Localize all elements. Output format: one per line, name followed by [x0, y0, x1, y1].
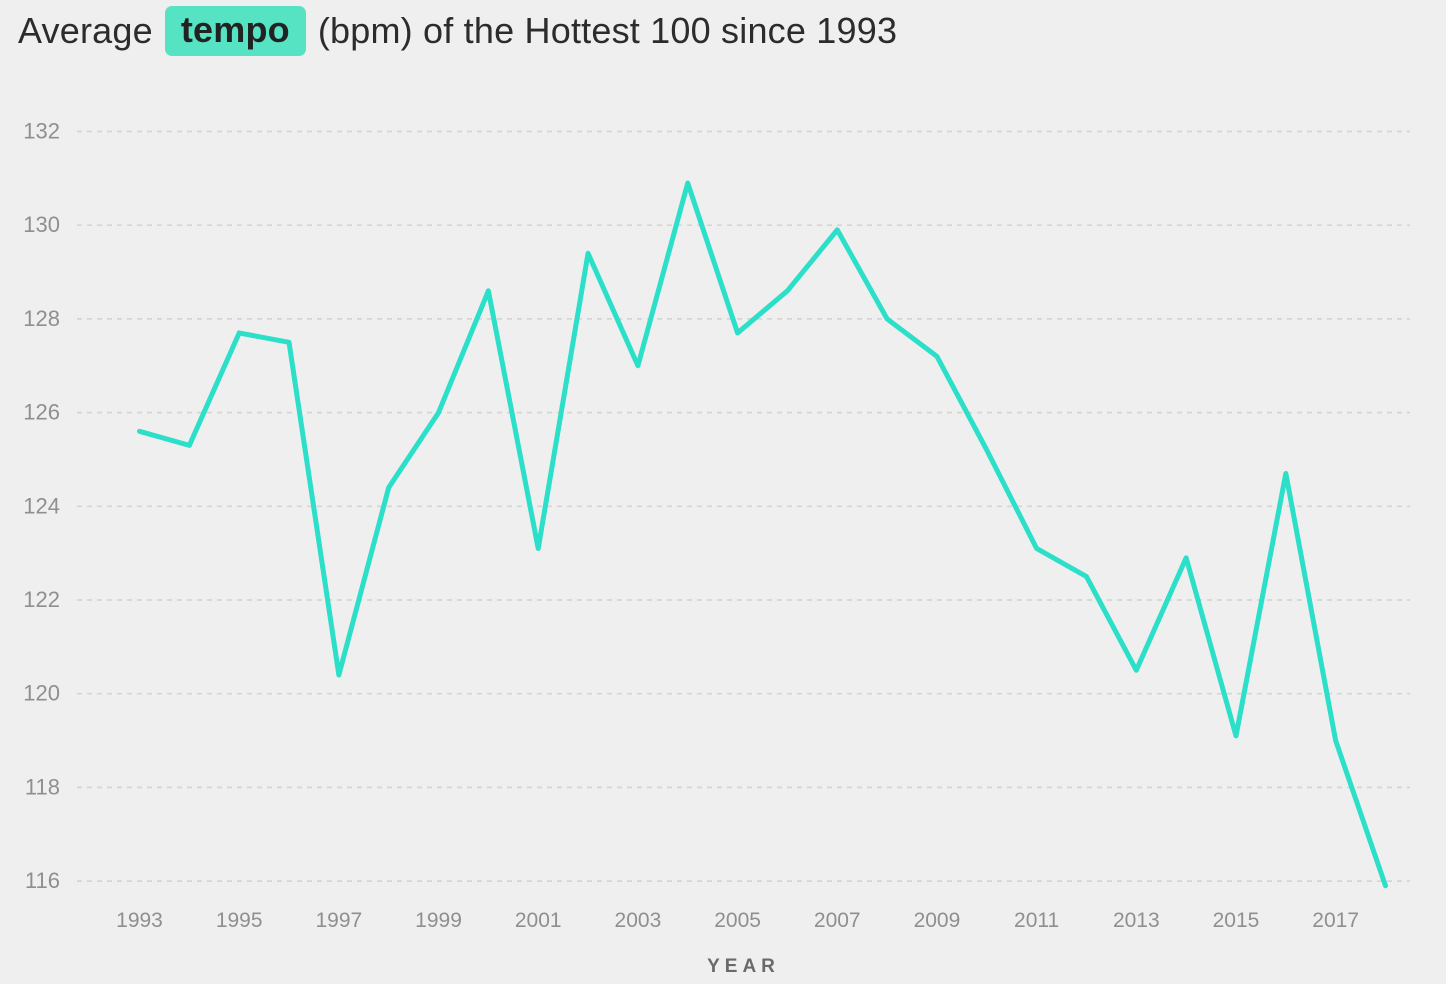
- x-axis-label: YEAR: [707, 956, 780, 977]
- x-tick-label: 2017: [1312, 909, 1359, 932]
- title-highlight: tempo: [164, 6, 306, 56]
- tempo-line: [137, 180, 1388, 889]
- x-tick-label: 2001: [515, 909, 562, 932]
- x-tick-label: 1995: [216, 909, 263, 932]
- y-tick-label: 118: [25, 774, 60, 799]
- x-tick-label: 1999: [415, 909, 462, 932]
- title-suffix: (bpm) of the Hottest 100 since 1993: [317, 10, 898, 51]
- title-prefix: Average: [18, 10, 153, 51]
- y-tick-label: 130: [23, 212, 60, 237]
- x-tick-label: 2013: [1113, 909, 1160, 932]
- y-tick-label: 126: [23, 400, 60, 425]
- y-tick-label: 122: [23, 587, 60, 612]
- y-tick-label: 124: [23, 493, 60, 518]
- x-tick-label: 2009: [914, 909, 961, 932]
- y-tick-label: 132: [23, 119, 60, 144]
- x-tick-label: 2007: [814, 909, 861, 932]
- chart-title: Average tempo (bpm) of the Hottest 100 s…: [18, 6, 897, 56]
- y-tick-label: 128: [23, 306, 60, 331]
- x-tick-label: 2005: [714, 909, 761, 932]
- x-tick-label: 2003: [615, 909, 662, 932]
- x-tick-label: 1997: [316, 909, 363, 932]
- x-tick-label: 1993: [116, 909, 163, 932]
- x-tick-label: 2015: [1213, 909, 1260, 932]
- x-tick-label: 2011: [1014, 909, 1059, 932]
- y-tick-label: 116: [25, 868, 60, 893]
- y-tick-label: 120: [23, 681, 60, 706]
